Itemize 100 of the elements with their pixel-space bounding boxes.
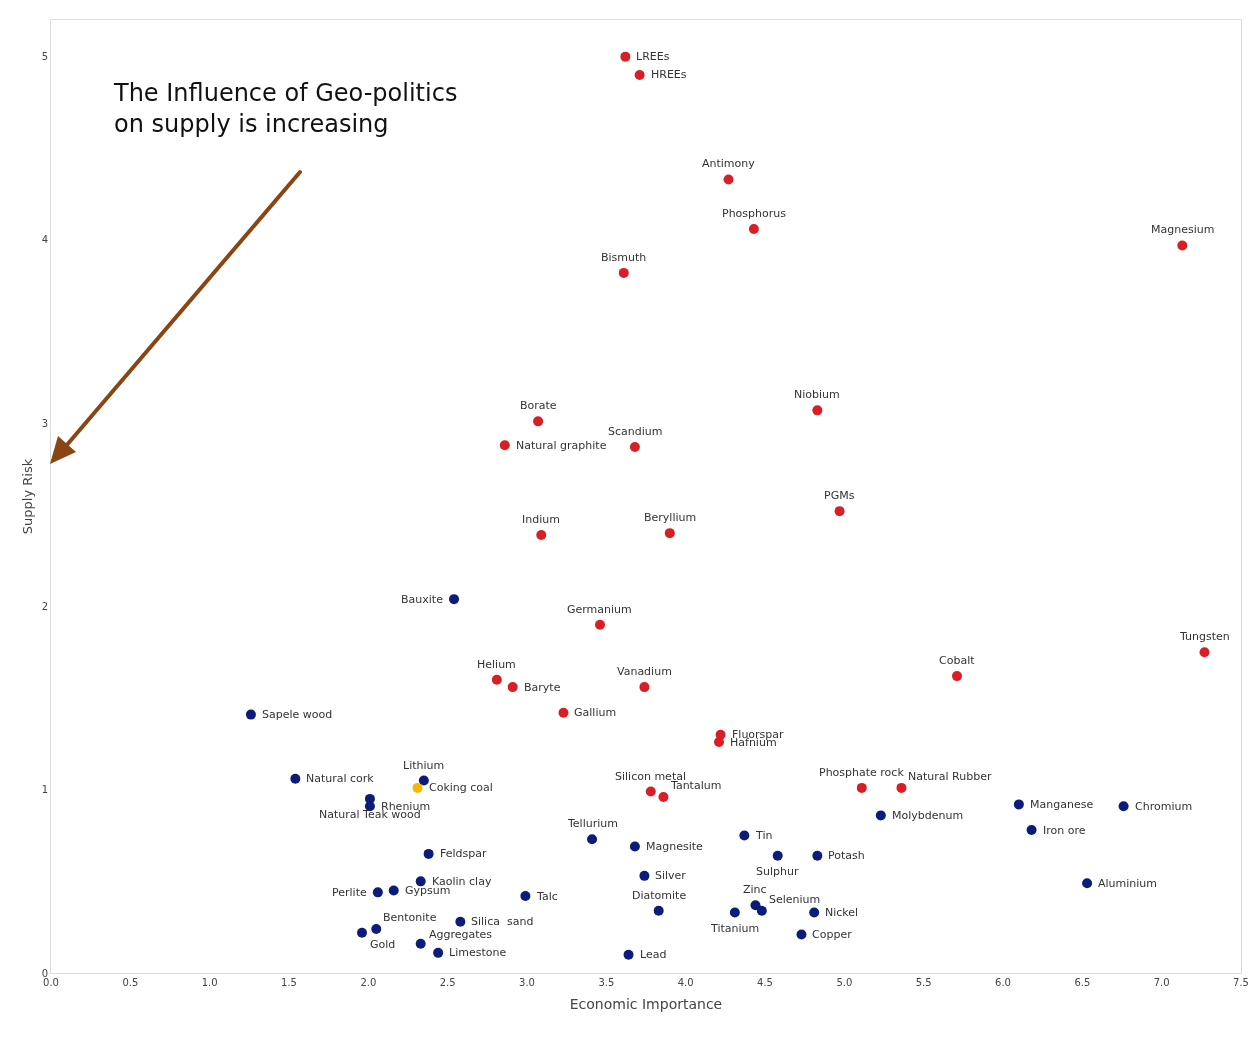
- point: [629, 841, 640, 852]
- annotation: LREEs: [636, 50, 670, 63]
- annotation: Indium: [522, 513, 560, 526]
- annotation: Tungsten: [1179, 630, 1230, 643]
- point: [623, 949, 634, 960]
- annotation: Limestone: [449, 946, 507, 959]
- x-tick-label: 4.5: [757, 977, 773, 988]
- annotation: Natural Rubber: [908, 770, 992, 783]
- annotation: Fluorspar: [732, 728, 785, 741]
- point: [618, 267, 629, 278]
- point: [455, 916, 466, 927]
- point: [491, 674, 502, 685]
- x-axis-title: Economic Importance: [569, 996, 723, 1013]
- annotation: Manganese: [1030, 798, 1094, 811]
- y-axis-title: Supply Risk: [19, 458, 35, 535]
- point: [412, 782, 423, 793]
- point: [418, 775, 429, 786]
- point: [1082, 878, 1093, 889]
- x-tick-label: 6.0: [995, 977, 1011, 988]
- x-tick-label: 5.5: [915, 977, 932, 988]
- x-tick-label: 2.0: [360, 977, 377, 988]
- x-tick-label: 4.0: [677, 977, 694, 988]
- point: [558, 707, 569, 718]
- annotation: Nickel: [825, 906, 859, 919]
- point: [639, 870, 650, 881]
- x-tick-label: 1.0: [201, 977, 218, 988]
- point: [896, 782, 907, 793]
- annotation: Cobalt: [939, 654, 976, 667]
- point: [875, 810, 886, 821]
- annotation: Bauxite: [401, 593, 444, 606]
- annotation: Titanium: [710, 922, 760, 935]
- point: [1177, 240, 1188, 251]
- point: [533, 416, 544, 427]
- y-tick-label: 1: [41, 784, 48, 796]
- point: [645, 786, 656, 797]
- point: [809, 907, 820, 918]
- annotation: Gold: [370, 938, 396, 951]
- point: [629, 442, 640, 453]
- annotation: Phosphate rock: [819, 766, 905, 779]
- x-tick-label: 6.5: [1074, 977, 1091, 988]
- x-tick-label: 5.0: [836, 977, 853, 988]
- x-tick-label: 0.5: [122, 977, 139, 988]
- annotation: Beryllium: [644, 511, 697, 524]
- annotation: Sulphur: [756, 865, 799, 878]
- annotation: Niobium: [794, 388, 840, 401]
- annotation: Tellurium: [567, 817, 618, 830]
- annotation: PGMs: [824, 489, 855, 502]
- annotation: Talc: [536, 890, 558, 903]
- y-tick-label: 4: [41, 234, 48, 246]
- annotation: Diatomite: [632, 889, 687, 902]
- annotation: Sapele wood: [262, 708, 333, 721]
- x-tick-label: 3.5: [598, 977, 615, 988]
- annotation: Zinc: [743, 883, 767, 896]
- point: [423, 848, 434, 859]
- point: [856, 782, 867, 793]
- annotation: Bentonite: [383, 911, 437, 924]
- point: [739, 830, 750, 841]
- point: [1026, 825, 1037, 836]
- x-tick-label: 0.0: [43, 977, 59, 988]
- annotation: Feldspar: [440, 847, 487, 860]
- point: [729, 907, 740, 918]
- annotation: Antimony: [702, 157, 756, 170]
- point: [812, 405, 823, 416]
- point: [748, 223, 759, 234]
- point: [664, 528, 675, 539]
- x-tick-label: 7.0: [1153, 977, 1170, 988]
- point: [372, 887, 383, 898]
- point: [1013, 799, 1024, 810]
- point: [951, 671, 962, 682]
- point: [594, 619, 605, 630]
- annotation: Germanium: [567, 603, 632, 616]
- point: [433, 947, 444, 958]
- x-tick-label: 2.5: [439, 977, 456, 988]
- annotation: Baryte: [524, 681, 561, 694]
- annotation: Perlite: [332, 886, 367, 899]
- annotation: Gallium: [574, 706, 617, 719]
- point: [796, 929, 807, 940]
- point: [834, 506, 845, 517]
- point: [520, 891, 531, 902]
- annotation: Aluminium: [1098, 877, 1158, 890]
- point: [723, 174, 734, 185]
- point: [449, 594, 460, 605]
- annotation: Scandium: [608, 425, 663, 438]
- point: [415, 938, 426, 949]
- point: [620, 51, 631, 62]
- x-tick-label: 3.0: [519, 977, 535, 988]
- annotation: Magnesite: [646, 840, 704, 853]
- x-tick-label: 7.5: [1233, 977, 1249, 988]
- annotation: Copper: [812, 928, 853, 941]
- point: [371, 924, 382, 935]
- point: [1199, 647, 1210, 658]
- point: [772, 850, 783, 861]
- y-tick-label: 2: [41, 600, 48, 612]
- annotation: Lithium: [403, 759, 445, 772]
- point: [639, 682, 650, 693]
- annotation: Tin: [755, 829, 773, 842]
- point: [1118, 801, 1129, 812]
- annotation: Bismuth: [601, 251, 647, 264]
- point: [356, 927, 367, 938]
- y-tick-label: 5: [41, 51, 48, 63]
